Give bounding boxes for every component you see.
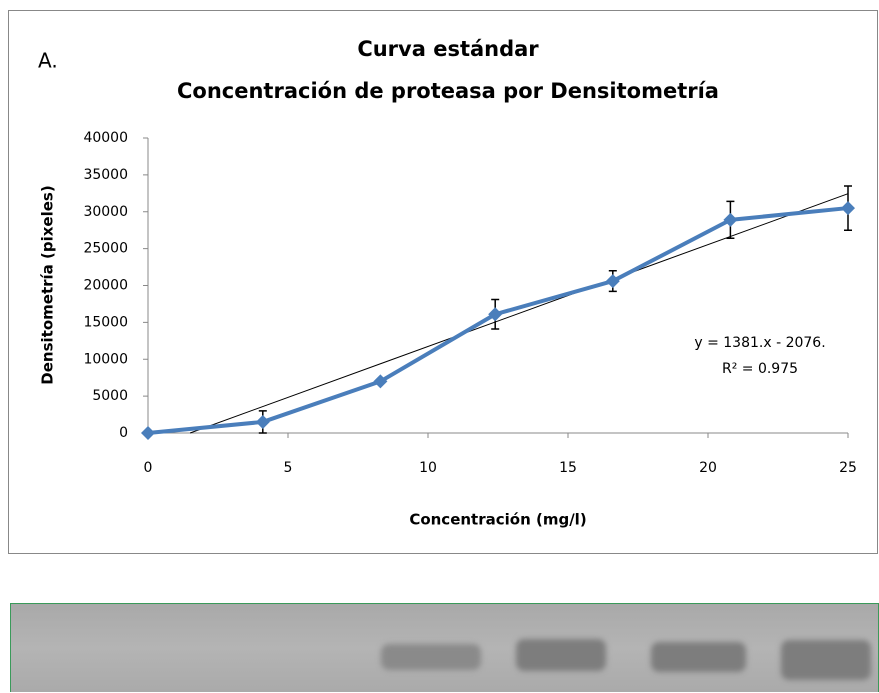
x-tick-label: 20	[699, 460, 717, 476]
chart-subtitle: Concentración de proteasa por Densitomet…	[177, 79, 719, 103]
gel-band	[516, 639, 606, 671]
gel-band	[381, 644, 481, 670]
y-axis-title: Densitometría (pixeles)	[39, 185, 57, 384]
x-tick-label: 10	[419, 460, 437, 476]
y-tick-label: 0	[119, 425, 128, 441]
x-tick-label: 15	[559, 460, 577, 476]
y-tick-label: 15000	[83, 314, 128, 330]
y-tick-label: 30000	[83, 204, 128, 220]
y-tick-label: 20000	[83, 278, 128, 294]
y-tick-label: 35000	[83, 167, 128, 183]
x-tick-label: 0	[144, 460, 153, 476]
gel-band	[651, 642, 746, 672]
chart-title: Curva estándar	[357, 37, 539, 61]
gel-band	[781, 640, 871, 680]
y-tick-label: 40000	[83, 130, 128, 146]
page: {"chart_data": {"type": "line", "label":…	[0, 0, 879, 693]
y-tick-label: 10000	[83, 351, 128, 367]
y-tick-label: 5000	[92, 388, 128, 404]
panel-label: A.	[38, 49, 58, 73]
x-axis-title: Concentración (mg/l)	[409, 511, 586, 529]
trend-equation: y = 1381.x - 2076.	[694, 335, 825, 351]
y-tick-label: 25000	[83, 241, 128, 257]
gel-image	[10, 603, 879, 692]
x-tick-label: 5	[284, 460, 293, 476]
x-tick-label: 25	[839, 460, 857, 476]
trend-r2: R² = 0.975	[722, 361, 798, 377]
chart: A. Curva estándar Concentración de prote…	[0, 0, 879, 560]
